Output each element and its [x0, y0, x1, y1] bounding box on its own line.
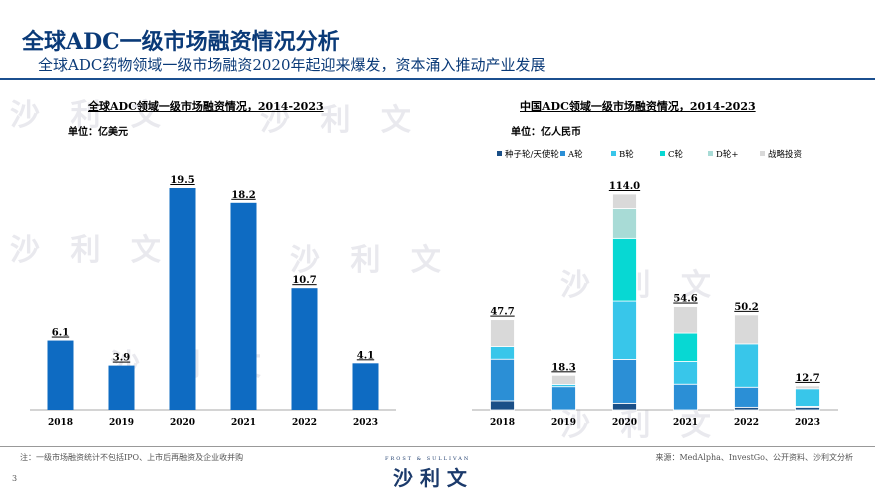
stacked-segment [673, 361, 698, 385]
header-divider [0, 78, 875, 80]
tick-label: 2021 [673, 418, 698, 428]
stacked-segment [612, 402, 637, 411]
legend-swatch [760, 151, 765, 156]
bar [108, 365, 135, 410]
total-label: 18.3 [551, 362, 575, 373]
left-chart-unit: 单位：亿美元 [68, 127, 128, 138]
tick-label: 2020 [612, 418, 637, 428]
data-label: 4.1 [357, 350, 374, 361]
bar [169, 188, 196, 410]
watermark: 沙 利 文 [260, 103, 421, 138]
footer-divider [0, 446, 875, 447]
footer-source: 来源：MedAlpha、InvestGo、公开资料、沙利文分析 [655, 453, 853, 462]
stacked-segment [673, 383, 698, 411]
legend-swatch [708, 151, 713, 156]
data-label: 6.1 [52, 328, 69, 339]
total-label: 50.2 [734, 302, 758, 313]
legend-label: C轮 [668, 149, 684, 160]
data-label: 3.9 [113, 353, 130, 364]
legend-label: B轮 [619, 149, 634, 160]
page-number: 3 [12, 474, 18, 483]
watermark: 沙 利 文 [290, 243, 451, 278]
stacked-segment [490, 400, 515, 411]
data-label: 10.7 [292, 275, 316, 286]
legend-label: A轮 [567, 149, 583, 160]
right-chart-title: 中国ADC领域一级市场融资情况，2014-2023 [520, 100, 756, 113]
total-label: 12.7 [795, 373, 819, 384]
stacked-segment [795, 388, 820, 407]
logo-text: FROST & SULLIVAN [385, 456, 471, 462]
data-label: 19.5 [170, 175, 194, 186]
total-label: 47.7 [490, 307, 514, 318]
stacked-segment [551, 374, 576, 385]
total-label: 114.0 [609, 181, 640, 192]
tick-label: 2021 [231, 418, 256, 428]
logo: 沙 利 文 [393, 466, 467, 490]
legend-label: 种子轮/天使轮 [505, 149, 559, 160]
watermark: 沙 利 文 [560, 408, 721, 443]
stacked-segment [612, 300, 637, 360]
stacked-segment [734, 314, 759, 345]
tick-label: 2023 [353, 418, 378, 428]
stacked-segment [795, 385, 820, 390]
tick-label: 2019 [109, 418, 134, 428]
stacked-segment [673, 306, 698, 334]
tick-label: 2019 [551, 418, 576, 428]
page-subtitle: 全球ADC药物领域一级市场融资2020年起迎来爆发，资本涌入推动产业发展 [38, 56, 546, 74]
stacked-segment [612, 237, 637, 302]
stacked-segment [612, 359, 637, 404]
data-label: 18.2 [231, 190, 255, 201]
tick-label: 2018 [48, 418, 73, 428]
legend-swatch [497, 151, 502, 156]
page-title: 全球ADC一级市场融资情况分析 [22, 29, 340, 55]
watermark: 沙 利 文 [10, 98, 171, 133]
legend-swatch [560, 151, 565, 156]
bar [47, 340, 74, 410]
footer-note: 注：一级市场融资统计不包括IPO、上市后再融资及企业收并购 [20, 453, 244, 462]
right-chart-unit: 单位：亿人民币 [511, 127, 581, 138]
charts: 6.1 2018 3.9 2019 19.5 2020 18.2 2021 10.7 2022 4.… [30, 149, 838, 428]
stacked-segment [490, 358, 515, 402]
tick-label: 2020 [170, 418, 195, 428]
left-chart-title: 全球ADC领域一级市场融资情况，2014-2023 [88, 100, 324, 113]
stacked-segment [490, 319, 515, 347]
legend-label: 战略投资 [768, 149, 803, 160]
bar [291, 288, 318, 410]
stacked-segment [612, 193, 637, 209]
legend-label: D轮+ [716, 149, 738, 160]
stacked-segment [734, 343, 759, 388]
stacked-segment [673, 332, 698, 362]
tick-label: 2022 [292, 418, 317, 428]
legend-swatch [660, 151, 665, 156]
total-label: 54.6 [673, 294, 697, 305]
tick-label: 2018 [490, 418, 515, 428]
bar [230, 202, 257, 410]
tick-label: 2023 [795, 418, 820, 428]
stacked-segment [551, 386, 576, 411]
bar [352, 363, 379, 410]
stacked-segment [612, 207, 637, 239]
legend-swatch [611, 151, 616, 156]
watermark: 沙 利 文 [10, 233, 171, 268]
stacked-segment [734, 386, 759, 408]
stacked-segment [490, 346, 515, 360]
tick-label: 2022 [734, 418, 759, 428]
